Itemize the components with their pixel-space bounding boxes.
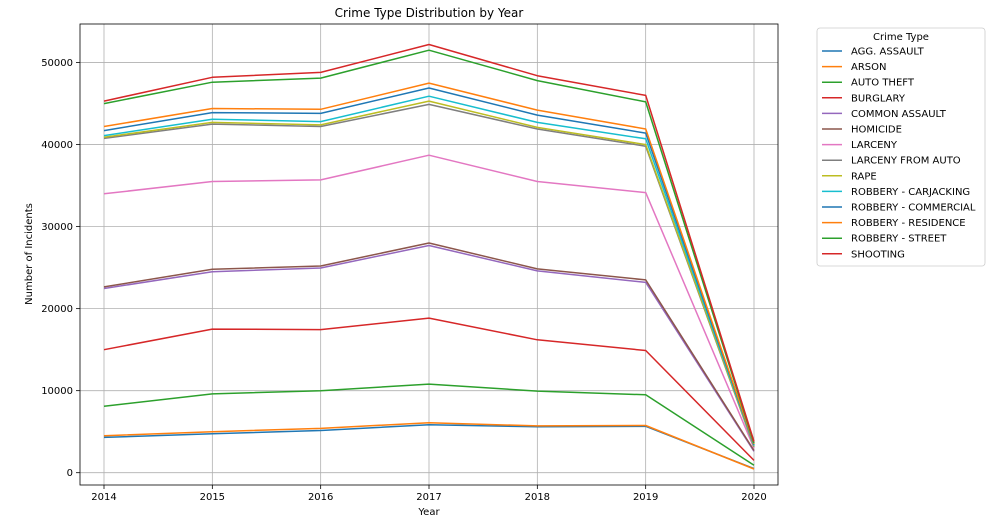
legend-label-shooting: SHOOTING bbox=[851, 249, 905, 260]
legend-label-larceny-from-auto: LARCENY FROM AUTO bbox=[851, 156, 961, 167]
legend-label-robbery-carjacking: ROBBERY - CARJACKING bbox=[851, 187, 970, 198]
x-tick-label: 2019 bbox=[633, 492, 658, 503]
legend-title: Crime Type bbox=[873, 32, 929, 43]
legend-label-robbery-commercial: ROBBERY - COMMERCIAL bbox=[851, 203, 976, 214]
x-tick-label: 2016 bbox=[308, 492, 333, 503]
series-line-homicide bbox=[103, 242, 755, 451]
series-lines bbox=[103, 43, 755, 470]
legend-label-burglary: BURGLARY bbox=[851, 93, 906, 104]
y-tick-label: 0 bbox=[67, 468, 73, 479]
y-tick-label: 30000 bbox=[41, 222, 73, 233]
x-tick-label: 2014 bbox=[91, 492, 116, 503]
y-tick-label: 20000 bbox=[41, 304, 73, 315]
series-line-robbery-residence bbox=[103, 82, 755, 445]
y-axis-label: Number of Incidents bbox=[24, 203, 35, 305]
legend-label-rape: RAPE bbox=[851, 171, 877, 182]
legend-entries: AGG. ASSAULT ARSON AUTO THEFT BURGLARY COMMO… bbox=[822, 47, 976, 260]
series-line-burglary bbox=[103, 317, 755, 461]
series-line-common-assault bbox=[103, 244, 755, 452]
y-tick-label: 50000 bbox=[41, 58, 73, 69]
legend-label-arson: ARSON bbox=[851, 62, 887, 73]
x-tick-label: 2017 bbox=[416, 492, 441, 503]
series-line-robbery-carjacking bbox=[103, 95, 755, 446]
legend-label-robbery-residence: ROBBERY - RESIDENCE bbox=[851, 218, 966, 229]
legend-label-larceny: LARCENY bbox=[851, 140, 898, 151]
series-line-auto-theft bbox=[103, 383, 755, 466]
series-line-rape bbox=[103, 100, 755, 447]
x-axis-label: Year bbox=[417, 507, 440, 516]
legend-label-common-assault: COMMON ASSAULT bbox=[851, 109, 947, 120]
series-line-arson bbox=[103, 421, 755, 470]
legend: Crime Type AGG. ASSAULT ARSON AUTO THEFT BU… bbox=[816, 27, 986, 267]
legend-box bbox=[816, 27, 986, 267]
series-line-larceny bbox=[103, 154, 755, 449]
legend-label-auto-theft: AUTO THEFT bbox=[851, 78, 915, 89]
legend-label-homicide: HOMICIDE bbox=[851, 125, 902, 136]
legend-label-robbery-street: ROBBERY - STREET bbox=[851, 234, 947, 245]
x-tick-label: 2020 bbox=[741, 492, 766, 503]
series-line-robbery-commercial bbox=[103, 87, 755, 446]
series-line-shooting bbox=[103, 43, 755, 442]
series-line-robbery-street bbox=[103, 49, 755, 444]
legend-label-agg-assault: AGG. ASSAULT bbox=[851, 47, 925, 58]
x-tick-label: 2015 bbox=[200, 492, 225, 503]
y-tick-label: 40000 bbox=[41, 140, 73, 151]
y-tick-label: 10000 bbox=[41, 386, 73, 397]
y-axis-ticks: 0 10000 20000 30000 40000 50000 bbox=[41, 58, 80, 479]
chart-title: Crime Type Distribution by Year bbox=[335, 6, 524, 20]
x-tick-label: 2018 bbox=[525, 492, 550, 503]
x-axis-ticks: 2014 2015 2016 2017 2018 2019 2020 bbox=[91, 485, 767, 503]
